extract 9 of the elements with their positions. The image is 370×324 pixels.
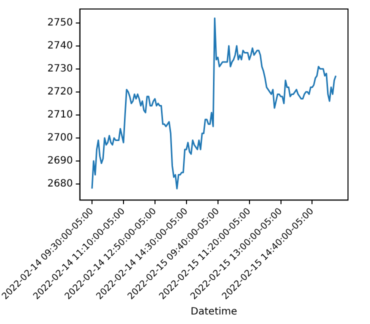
y-tick-label: 2740 — [47, 40, 73, 52]
y-tick-label: 2710 — [47, 110, 73, 121]
y-tick-label: 2700 — [47, 132, 73, 144]
y-tick-label: 2750 — [47, 17, 73, 28]
y-tick-label: 2730 — [47, 63, 73, 74]
y-tick-label: 2680 — [47, 178, 73, 190]
x-axis-title: Datetime — [190, 306, 238, 318]
y-tick-label: 2720 — [47, 86, 73, 98]
y-tick-label: 2690 — [47, 156, 73, 167]
